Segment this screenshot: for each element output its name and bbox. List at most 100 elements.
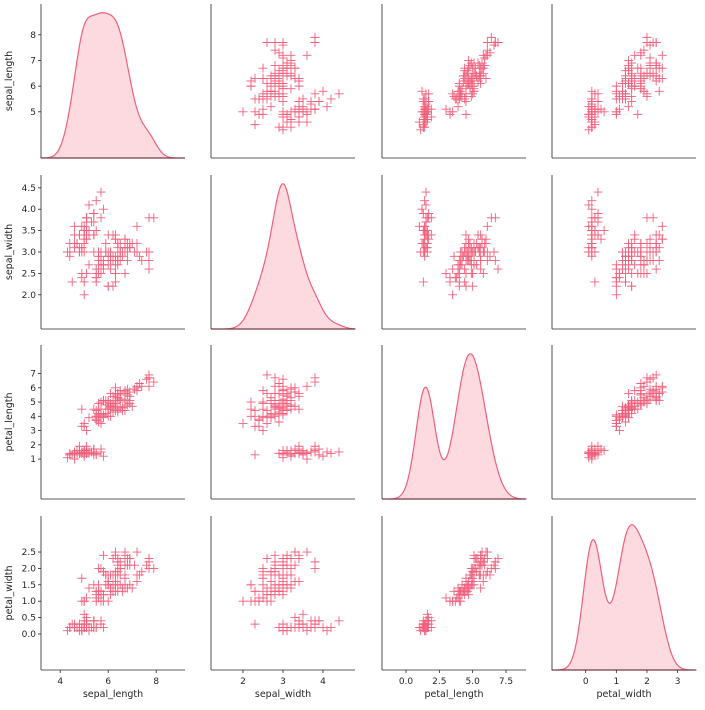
y-tick-label: 1.5 <box>22 581 36 591</box>
data-point <box>460 277 470 287</box>
data-point <box>286 61 296 71</box>
data-point <box>270 557 280 567</box>
data-point <box>77 404 87 414</box>
data-point <box>110 256 120 266</box>
data-point <box>306 622 316 632</box>
data-point <box>621 277 631 287</box>
data-point <box>91 196 101 206</box>
data-point <box>89 209 99 218</box>
data-point <box>137 256 147 266</box>
data-point <box>278 122 288 132</box>
data-point <box>456 89 466 99</box>
data-point <box>470 563 480 573</box>
x-tick-label: 5.0 <box>466 677 481 687</box>
data-point <box>120 554 130 564</box>
x-tick-label: 4 <box>57 677 63 687</box>
data-point <box>278 554 288 564</box>
data-point <box>587 234 597 244</box>
data-point <box>478 50 488 60</box>
data-point <box>651 238 661 248</box>
data-point <box>115 394 125 404</box>
data-point <box>466 91 476 101</box>
y-tick-label: 4 <box>30 412 36 422</box>
data-point <box>486 213 496 223</box>
data-point <box>306 99 316 109</box>
data-point <box>149 213 159 223</box>
data-point <box>476 264 486 274</box>
data-point <box>79 290 89 300</box>
data-point <box>70 622 80 632</box>
data-point <box>453 102 463 112</box>
data-point <box>478 268 488 278</box>
data-point <box>651 230 661 240</box>
data-point <box>417 86 427 96</box>
x-axis-label: sepal_length <box>83 689 143 700</box>
data-point <box>96 213 106 223</box>
panel-petal_width-vs-petal_width: 0 1 2 3 petal_width <box>551 516 697 700</box>
data-point <box>639 73 649 83</box>
data-point <box>77 268 87 278</box>
data-point <box>465 81 475 91</box>
data-point <box>642 377 652 387</box>
data-point <box>587 448 597 458</box>
data-point <box>144 381 154 391</box>
data-point <box>110 580 120 590</box>
data-point <box>420 234 430 244</box>
data-point <box>420 247 430 257</box>
data-point <box>298 619 308 629</box>
data-point <box>306 447 316 457</box>
data-point <box>441 268 451 278</box>
data-point <box>84 413 94 423</box>
data-point <box>113 390 123 400</box>
data-point <box>657 234 667 244</box>
data-point <box>270 410 280 420</box>
data-point <box>70 448 80 458</box>
data-point <box>262 94 272 104</box>
data-point <box>464 55 474 65</box>
data-point <box>278 619 288 629</box>
data-point <box>258 567 268 577</box>
data-point <box>238 596 248 606</box>
data-point <box>468 268 478 278</box>
x-tick-label: 2 <box>240 677 246 687</box>
data-point <box>278 570 288 580</box>
panel-sepal_length-vs-sepal_length: 5 6 7 8 sepal_length <box>4 4 185 159</box>
data-point <box>648 71 658 81</box>
data-point <box>282 58 292 68</box>
data-point <box>108 554 118 564</box>
data-point <box>422 226 432 236</box>
data-point <box>258 426 268 436</box>
data-point <box>474 71 484 81</box>
data-point <box>636 247 646 257</box>
data-point <box>590 277 600 287</box>
data-point <box>278 84 288 94</box>
data-point <box>314 97 324 107</box>
data-point <box>294 104 304 114</box>
data-point <box>480 238 490 248</box>
data-point <box>278 381 288 391</box>
data-point <box>294 554 304 564</box>
x-tick-label: 7.5 <box>499 677 513 687</box>
data-point <box>79 609 89 619</box>
data-point <box>485 251 495 261</box>
y-tick-label: 5 <box>30 108 36 118</box>
data-point <box>294 391 304 401</box>
data-point <box>310 563 320 573</box>
data-point <box>611 277 621 287</box>
x-axis-label: sepal_width <box>255 689 311 700</box>
data-point <box>270 91 280 101</box>
data-point <box>624 264 634 274</box>
data-point <box>310 89 320 99</box>
data-point <box>651 247 661 257</box>
data-point <box>657 221 667 231</box>
data-point <box>101 247 111 257</box>
data-point <box>270 580 280 590</box>
data-point <box>286 50 296 60</box>
data-point <box>258 73 268 83</box>
data-point <box>144 554 154 564</box>
data-point <box>98 260 108 270</box>
data-point <box>266 567 276 577</box>
y-tick-label: 2.5 <box>22 548 36 558</box>
data-point <box>149 377 159 387</box>
data-point <box>101 238 111 248</box>
